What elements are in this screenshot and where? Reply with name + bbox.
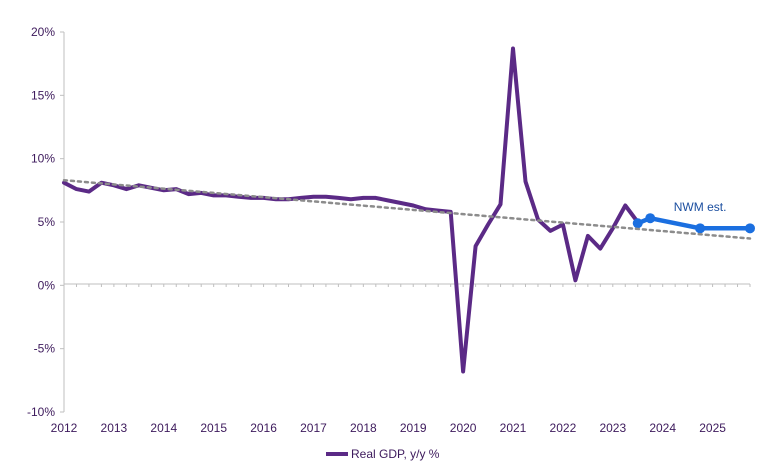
estimate-line xyxy=(635,215,753,231)
y-tick-label: 10% xyxy=(31,152,55,166)
annotations: NWM est. xyxy=(674,200,727,214)
x-tick-label: 2025 xyxy=(699,421,726,435)
x-tick-label: 2012 xyxy=(51,421,78,435)
y-tick-label: 5% xyxy=(38,215,56,229)
estimate-point xyxy=(745,223,755,234)
trend-line xyxy=(62,178,752,240)
x-tick-label: 2021 xyxy=(500,421,527,435)
y-tick-label: 15% xyxy=(31,88,55,102)
x-tick-label: 2022 xyxy=(550,421,577,435)
x-tick-label: 2019 xyxy=(400,421,427,435)
gdp-line xyxy=(62,46,640,374)
x-tick-label: 2013 xyxy=(101,421,128,435)
series-layer xyxy=(62,46,755,374)
y-tick-label: 20% xyxy=(31,25,55,39)
x-tick-label: 2024 xyxy=(649,421,676,435)
x-tick-label: 2017 xyxy=(300,421,327,435)
estimate-point xyxy=(632,218,643,229)
x-tick-label: 2016 xyxy=(250,421,277,435)
x-tick-label: 2015 xyxy=(200,421,227,435)
x-axis: 2012 2013 2014 2015 2016 2017 2018 2019 2020 2021… xyxy=(51,283,751,435)
estimate-point xyxy=(645,213,656,224)
x-tick-label: 2023 xyxy=(599,421,626,435)
estimate-point xyxy=(695,223,706,234)
legend-label: Real GDP, y/y % xyxy=(351,447,440,461)
annotation-nwm-est: NWM est. xyxy=(674,200,727,214)
x-tick-label: 2020 xyxy=(450,421,477,435)
y-tick-label: -5% xyxy=(34,342,56,356)
y-tick-label: 0% xyxy=(38,278,56,292)
y-tick-label: -10% xyxy=(27,405,55,419)
x-tick-label: 2018 xyxy=(350,421,377,435)
y-axis: 20% 15% 10% 5% 0% -5% -10% xyxy=(27,25,65,419)
legend: Real GDP, y/y % xyxy=(326,447,440,461)
x-tick-label: 2014 xyxy=(150,421,177,435)
